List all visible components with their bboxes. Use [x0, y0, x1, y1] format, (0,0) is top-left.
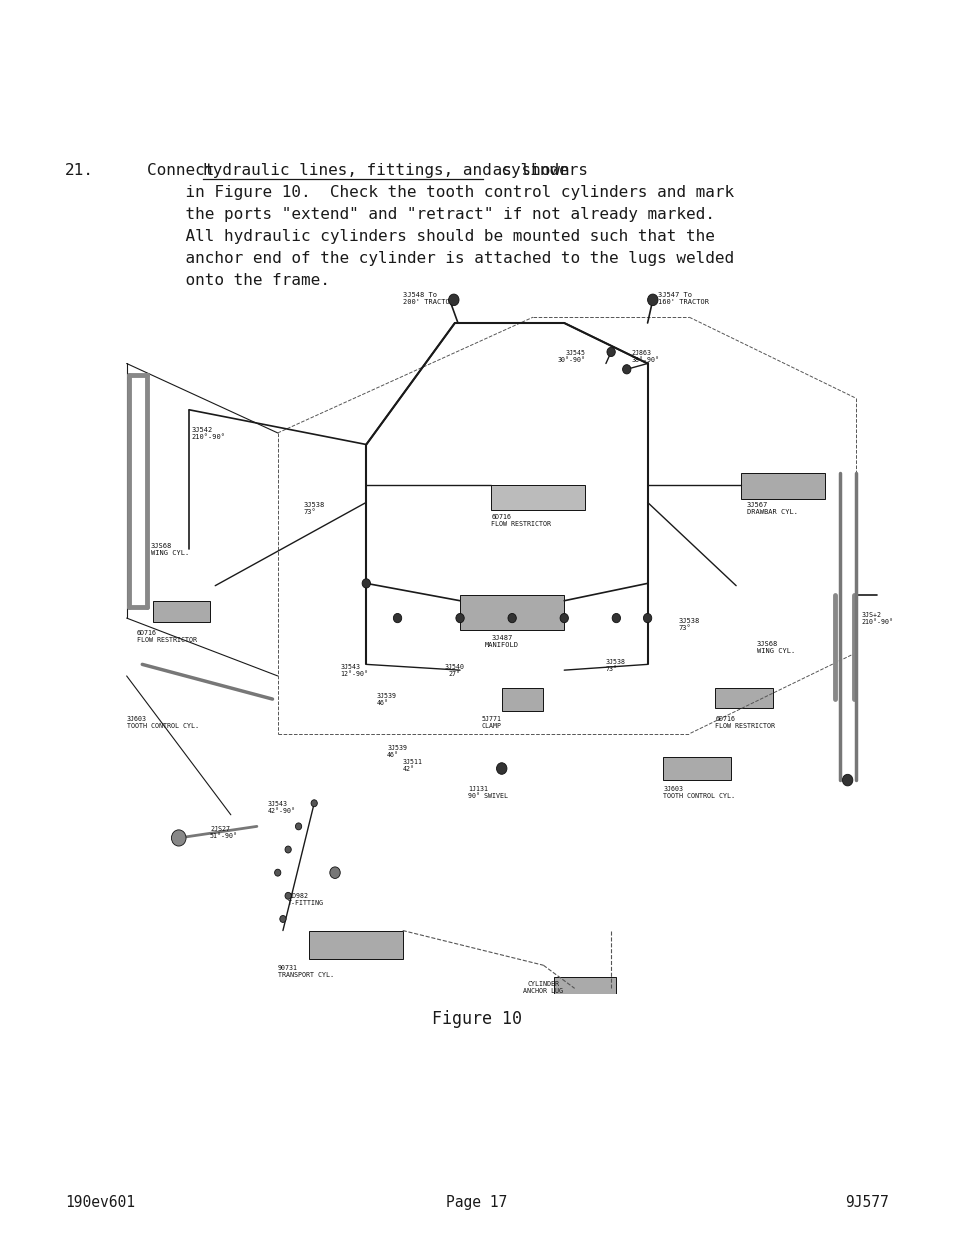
- Circle shape: [622, 364, 630, 374]
- Circle shape: [559, 614, 568, 622]
- Text: anchor end of the cylinder is attached to the lugs welded: anchor end of the cylinder is attached t…: [147, 251, 734, 266]
- Circle shape: [642, 614, 651, 622]
- Bar: [715, 688, 772, 709]
- Text: Connect: Connect: [147, 163, 224, 178]
- Text: 3J538
73°: 3J538 73°: [303, 503, 325, 515]
- Text: 190ev601: 190ev601: [65, 1195, 135, 1210]
- Text: 3J548 To
200' TRACTOR: 3J548 To 200' TRACTOR: [402, 291, 454, 305]
- Circle shape: [279, 915, 286, 923]
- Text: 3J543
12°-90°: 3J543 12°-90°: [340, 664, 368, 677]
- Text: 3J538
73°: 3J538 73°: [605, 658, 625, 672]
- Text: 1J131
90° SWIVEL: 1J131 90° SWIVEL: [468, 785, 508, 799]
- Text: 6D716
FLOW RESTRICTOR: 6D716 FLOW RESTRICTOR: [491, 514, 551, 527]
- Text: 1D982
T-FITTING: 1D982 T-FITTING: [288, 893, 324, 906]
- Text: 3JS+2
210°-90°: 3JS+2 210°-90°: [861, 613, 892, 625]
- Text: onto the frame.: onto the frame.: [147, 273, 330, 288]
- Text: 3JS68
WING CYL.: 3JS68 WING CYL.: [151, 543, 189, 556]
- Text: 3J545
30°-90°: 3J545 30°-90°: [557, 350, 584, 363]
- Text: 90731
TRANSPORT CYL.: 90731 TRANSPORT CYL.: [277, 966, 334, 978]
- Text: 2JS27
51°-90°: 2JS27 51°-90°: [210, 826, 237, 840]
- Text: 3J603
TOOTH CONTROL CYL.: 3J603 TOOTH CONTROL CYL.: [127, 716, 198, 730]
- Circle shape: [496, 763, 506, 774]
- Circle shape: [606, 347, 615, 357]
- Text: in Figure 10.  Check the tooth control cylinders and mark: in Figure 10. Check the tooth control cy…: [147, 185, 734, 200]
- Circle shape: [295, 823, 301, 830]
- Text: as shown: as shown: [482, 163, 569, 178]
- Bar: [662, 757, 730, 781]
- Text: 3J567
DRAWBAR CYL.: 3J567 DRAWBAR CYL.: [746, 503, 797, 515]
- Circle shape: [362, 579, 370, 588]
- Text: 2J863
38°-90°: 2J863 38°-90°: [631, 350, 659, 363]
- Circle shape: [311, 800, 317, 806]
- Text: 3J538
73°: 3J538 73°: [679, 618, 700, 631]
- Bar: [740, 473, 823, 499]
- Text: 3J543
42°-90°: 3J543 42°-90°: [267, 802, 295, 814]
- Text: the ports "extend" and "retract" if not already marked.: the ports "extend" and "retract" if not …: [147, 207, 714, 222]
- Circle shape: [612, 614, 619, 622]
- Text: 6D716
FLOW RESTRICTOR: 6D716 FLOW RESTRICTOR: [715, 716, 775, 730]
- Circle shape: [841, 774, 852, 785]
- Text: 3J540
27°: 3J540 27°: [444, 664, 464, 677]
- Text: 3J511
42°: 3J511 42°: [402, 760, 422, 772]
- Bar: [152, 600, 210, 621]
- Circle shape: [330, 867, 340, 878]
- Text: 3J547 To
160' TRACTOR: 3J547 To 160' TRACTOR: [658, 291, 708, 305]
- Text: All hydraulic cylinders should be mounted such that the: All hydraulic cylinders should be mounte…: [147, 228, 714, 245]
- Circle shape: [393, 614, 401, 622]
- Bar: [501, 688, 543, 710]
- Circle shape: [507, 614, 516, 622]
- Circle shape: [647, 294, 658, 305]
- Bar: [459, 595, 563, 630]
- Circle shape: [274, 869, 280, 876]
- Text: 21.: 21.: [65, 163, 93, 178]
- Text: 5J771
CLAMP: 5J771 CLAMP: [481, 716, 500, 730]
- Text: 3J487
MANIFOLD: 3J487 MANIFOLD: [484, 636, 518, 648]
- Circle shape: [285, 846, 291, 853]
- Text: 3J539
46°: 3J539 46°: [376, 693, 396, 706]
- Text: 3J542
210°-90°: 3J542 210°-90°: [191, 427, 225, 440]
- Bar: [491, 485, 584, 510]
- Text: 3J539
46°: 3J539 46°: [387, 746, 407, 758]
- Text: 3JS68
WING CYL.: 3JS68 WING CYL.: [756, 641, 795, 655]
- Text: hydraulic lines, fittings, and cylinders: hydraulic lines, fittings, and cylinders: [203, 163, 587, 178]
- Circle shape: [456, 614, 464, 622]
- Bar: [309, 930, 402, 960]
- Text: Page 17: Page 17: [446, 1195, 507, 1210]
- Text: CYLINDER
ANCHOR LUG: CYLINDER ANCHOR LUG: [523, 981, 563, 994]
- Circle shape: [448, 294, 458, 305]
- Circle shape: [172, 830, 186, 846]
- Text: 6D716
FLOW RESTRICTOR: 6D716 FLOW RESTRICTOR: [137, 630, 197, 642]
- Text: Figure 10: Figure 10: [432, 1010, 521, 1028]
- Text: 3J603
TOOTH CONTROL CYL.: 3J603 TOOTH CONTROL CYL.: [662, 785, 735, 799]
- Text: 9J577: 9J577: [844, 1195, 888, 1210]
- Circle shape: [285, 893, 291, 899]
- Bar: [554, 977, 616, 1000]
